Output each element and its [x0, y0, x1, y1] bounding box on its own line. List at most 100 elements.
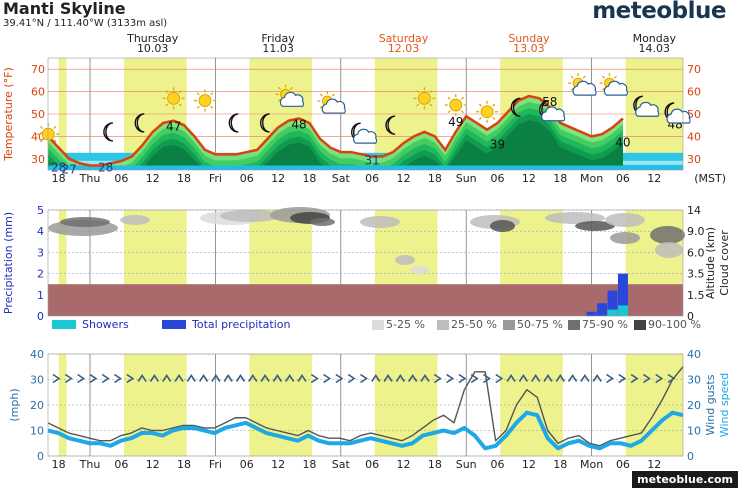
- temp-xtick: 12: [397, 172, 411, 185]
- sun-ray: [416, 103, 420, 107]
- temp-ytick-left: 60: [31, 86, 45, 99]
- wind-direction-arrow: [335, 373, 344, 384]
- wind-direction-arrow: [555, 374, 565, 382]
- sun-ray: [601, 87, 606, 91]
- arrow-chevron: [297, 374, 307, 382]
- sun-disc: [449, 98, 463, 112]
- cloud-legend-label: 5-25 %: [386, 318, 425, 331]
- sun-ray: [447, 96, 451, 100]
- sun-ray: [178, 90, 182, 94]
- wind-speed-line: [47, 410, 684, 451]
- cloud-legend-swatch: [503, 320, 515, 330]
- wind-xtick: Fri: [209, 458, 222, 471]
- wind-direction-arrow: [64, 373, 73, 384]
- wind-direction-arrow: [360, 373, 368, 384]
- cloud-cover-blob: [605, 213, 645, 227]
- sun-ray: [492, 103, 496, 107]
- moon-shape: [228, 113, 239, 133]
- temp-ytick-left: 30: [31, 153, 45, 166]
- temp-xtick: 18: [52, 172, 66, 185]
- precip-ytick: 1: [37, 289, 44, 302]
- cloud-legend-label: 50-75 %: [517, 318, 563, 331]
- arrow-chevron: [235, 374, 246, 382]
- temp-value-label: 47: [166, 120, 181, 134]
- arrow-chevron: [323, 373, 332, 384]
- footer-logo[interactable]: meteoblue.com: [632, 471, 738, 488]
- wind-direction-arrow: [518, 374, 529, 382]
- daylight-band: [58, 354, 67, 456]
- temp-xtick: 18: [428, 172, 442, 185]
- temp-ytick-right: 50: [687, 108, 701, 121]
- temp-xtick: 12: [647, 172, 661, 185]
- temp-xtick: 06: [114, 172, 128, 185]
- sun-ray: [478, 116, 482, 120]
- sun-cloud-icon: [275, 84, 305, 107]
- total-precip-bar: [597, 303, 608, 316]
- sun-ray: [416, 90, 420, 94]
- wind-direction-arrow: [371, 374, 381, 382]
- cloud-shape: [279, 91, 305, 107]
- altitude-tick: 3.5: [687, 268, 705, 281]
- sun-ray: [460, 110, 464, 114]
- arrow-chevron: [420, 374, 430, 382]
- temp-xtick: 06: [365, 172, 379, 185]
- wind-direction-arrow: [248, 374, 258, 382]
- meteoblue-logo[interactable]: meteoblue: [592, 0, 726, 24]
- arrow-chevron: [506, 374, 516, 382]
- temp-value-label: 48: [291, 117, 306, 131]
- arrow-chevron: [272, 374, 283, 382]
- wind-direction-arrow: [198, 374, 209, 382]
- cloud-shape: [635, 101, 660, 117]
- temp-value-label: 28: [51, 160, 66, 174]
- arrow-chevron: [89, 373, 98, 384]
- sun-disc: [480, 105, 494, 119]
- wind-xtick: 06: [240, 458, 254, 471]
- sun-ray: [331, 93, 335, 97]
- arrow-chevron: [655, 373, 664, 384]
- sun-ray: [429, 103, 433, 107]
- wind-xtick: 06: [114, 458, 128, 471]
- sun-ray: [429, 90, 433, 94]
- arrow-chevron: [360, 373, 368, 384]
- cloud-cover-blob: [395, 255, 415, 265]
- sun-ray: [570, 87, 574, 91]
- moon-icon: [134, 113, 145, 133]
- wind-direction-arrow: [323, 373, 332, 384]
- day-name: Thursday: [126, 32, 179, 45]
- temp-frame: [47, 57, 684, 171]
- temp-fill: [48, 120, 623, 170]
- cloud-shape: [572, 80, 597, 96]
- cold-band-bottom: [48, 165, 683, 170]
- wind-xtick: 18: [553, 458, 567, 471]
- cloud-shape: [541, 106, 566, 122]
- wind-direction-arrow: [606, 373, 614, 384]
- sun-icon: [444, 94, 467, 117]
- wind-ytick-left: 0: [37, 450, 44, 463]
- wind-speed-axis-label: Wind speed: [718, 373, 731, 437]
- arrow-chevron: [371, 374, 381, 382]
- wind-direction-arrow: [223, 374, 233, 382]
- precip-frame: [47, 209, 684, 317]
- precip-ytick: 0: [37, 310, 44, 323]
- day-date: 11.03: [262, 42, 294, 55]
- arrow-chevron: [162, 374, 172, 382]
- moon-shape: [510, 97, 521, 117]
- wind-direction-arrow: [101, 373, 110, 384]
- temp-ytick-left: 50: [31, 108, 45, 121]
- arrow-chevron: [567, 374, 578, 382]
- wind-axis-label: (mph): [8, 388, 21, 421]
- arrow-chevron: [347, 373, 356, 384]
- arrow-chevron: [149, 374, 160, 382]
- wind-direction-arrow: [310, 373, 319, 384]
- moon-cloud-icon: [351, 122, 378, 144]
- altitude-tick: 1.5: [687, 289, 705, 302]
- precip-axis-label: Precipitation (mm): [2, 212, 15, 314]
- arrow-chevron: [555, 374, 565, 382]
- arrow-chevron: [630, 373, 639, 384]
- temp-ytick-right: 30: [687, 153, 701, 166]
- sun-ray: [319, 105, 323, 109]
- moon-icon: [510, 97, 521, 117]
- precip-ytick: 2: [37, 268, 44, 281]
- wind-xtick: 12: [146, 458, 160, 471]
- wind-direction-arrow: [642, 373, 651, 384]
